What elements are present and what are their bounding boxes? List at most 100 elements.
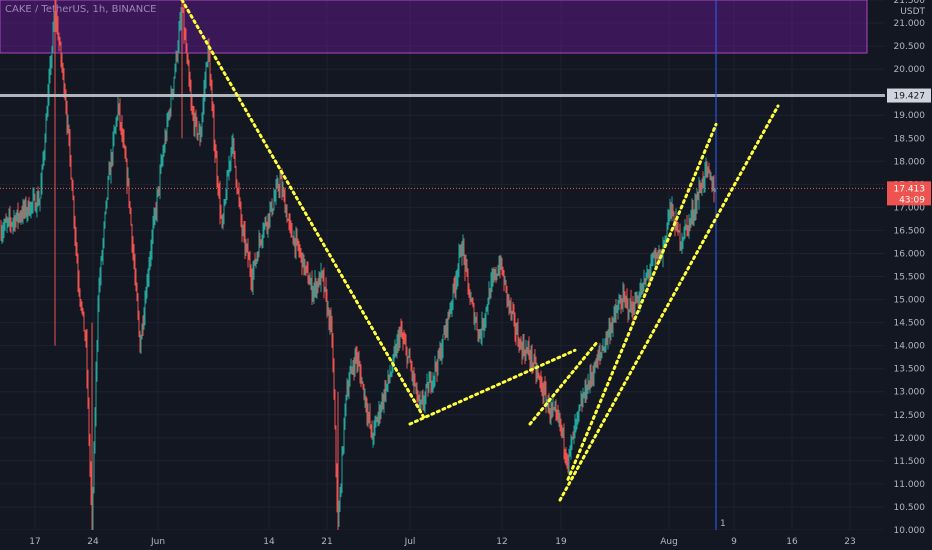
candle-body — [72, 190, 74, 199]
candle-body — [209, 58, 211, 83]
candle-body — [112, 137, 114, 160]
candle-body — [296, 236, 298, 240]
candle-body — [595, 361, 597, 368]
candle-body — [74, 220, 76, 235]
candle-body — [255, 259, 257, 265]
candle-body — [323, 276, 325, 291]
candle-body — [453, 284, 455, 287]
candle-body — [474, 319, 476, 322]
candle-body — [222, 218, 224, 225]
candle-body — [100, 258, 102, 278]
x-tick-label: Jun — [150, 537, 165, 547]
candle-body — [574, 425, 576, 427]
candle-body — [686, 224, 688, 226]
candle-body — [624, 296, 626, 300]
candle-body — [140, 338, 142, 352]
candle-body — [469, 297, 471, 302]
candle-body — [265, 220, 267, 225]
candle-body — [260, 240, 262, 242]
candle-body — [34, 196, 36, 211]
candle-body — [384, 390, 386, 398]
candle-body — [275, 186, 277, 197]
candle-body — [551, 406, 553, 410]
candle-body — [552, 408, 554, 410]
candle-body — [462, 245, 464, 253]
candle-body — [179, 19, 181, 31]
candle-body — [630, 300, 632, 310]
candle-body — [282, 191, 284, 193]
candle-body — [379, 407, 381, 415]
candle-body — [212, 102, 214, 116]
candle-body — [150, 249, 152, 257]
candle-body — [427, 383, 429, 393]
candle-body — [657, 253, 659, 261]
candle-body — [645, 276, 647, 283]
candle-body — [680, 244, 682, 247]
candle-body — [116, 117, 118, 120]
candle-body — [335, 427, 337, 468]
candle-body — [491, 278, 493, 282]
candle-body — [423, 402, 425, 405]
candle-body — [402, 336, 404, 341]
candle-body — [360, 372, 362, 384]
candle-body — [515, 330, 517, 334]
candle-body — [192, 112, 194, 116]
candle-body — [178, 30, 180, 48]
candle-body — [433, 375, 435, 378]
annotation-lines — [0, 0, 885, 530]
candle-body — [514, 316, 516, 331]
x-tick-label: 17 — [29, 537, 40, 547]
candle-body — [612, 319, 614, 328]
candle-body — [59, 42, 61, 44]
candle-body — [617, 306, 619, 313]
candle-body — [488, 290, 490, 305]
candle-body — [674, 226, 676, 231]
candle-body — [3, 226, 5, 231]
candle-body — [573, 426, 575, 440]
candle-body — [383, 390, 385, 404]
candle-body — [327, 308, 329, 313]
candle-body — [561, 425, 563, 433]
candle-body — [426, 383, 428, 387]
candle-body — [697, 196, 699, 199]
candle-body — [504, 280, 506, 285]
candle-body — [210, 82, 212, 91]
candle-body — [143, 316, 145, 327]
candle-body — [484, 318, 486, 323]
candle-body — [61, 59, 63, 67]
candle-body — [571, 436, 573, 444]
candle-body — [410, 362, 412, 368]
candle-body — [656, 253, 658, 257]
candle-body — [232, 141, 234, 146]
candle-body — [557, 414, 559, 419]
candle-body — [246, 245, 248, 248]
candle-body — [523, 343, 525, 353]
candle-body — [618, 302, 620, 307]
candle-body — [446, 320, 448, 331]
candle-body — [530, 351, 532, 360]
candle-body — [37, 196, 39, 205]
candle-body — [26, 211, 28, 214]
candle-body — [120, 123, 122, 125]
candle-body — [269, 209, 271, 221]
candle-body — [704, 166, 706, 182]
candle-body — [679, 231, 681, 247]
candle-body — [599, 353, 601, 355]
candle-body — [632, 304, 634, 313]
candle-body — [407, 356, 409, 363]
candle-body — [389, 376, 391, 379]
candle-body — [521, 346, 523, 355]
candle-body — [607, 332, 609, 340]
candle-body — [455, 280, 457, 289]
candle-body — [637, 299, 639, 303]
candle-body — [277, 183, 279, 189]
candle-body — [422, 398, 424, 405]
candle-body — [339, 491, 341, 510]
candle-body — [472, 302, 474, 306]
candle-body — [582, 396, 584, 406]
candle-body — [658, 250, 660, 261]
candle-body — [361, 382, 363, 384]
candle-body — [298, 246, 300, 252]
candle-body — [163, 149, 165, 154]
